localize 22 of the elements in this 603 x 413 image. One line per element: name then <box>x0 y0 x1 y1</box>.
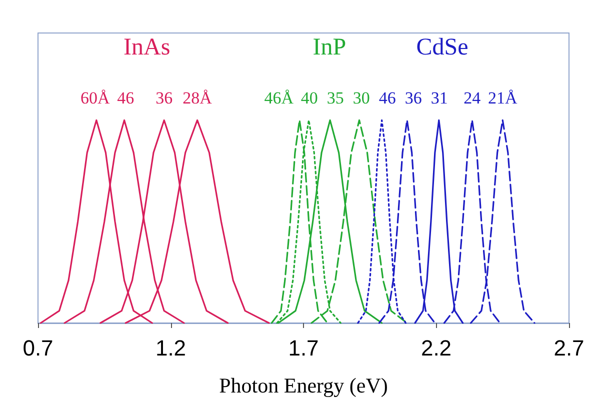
series-label: 35 <box>326 88 344 108</box>
series-label: 30 <box>352 88 370 108</box>
series-label: 21Å <box>488 88 518 108</box>
x-tick-label: 1.2 <box>155 336 186 360</box>
series-label: 46 <box>117 88 134 108</box>
series-label: 28Å <box>182 88 213 108</box>
series-label: 31 <box>430 88 448 108</box>
x-tick-label: 0.7 <box>22 336 54 360</box>
text: InP <box>312 34 346 60</box>
series-label: 24 <box>464 88 482 108</box>
x-tick-label: 2.2 <box>420 336 452 360</box>
series-label: 40 <box>300 88 318 108</box>
series-label: 60Å <box>80 88 110 108</box>
series-label: 36 <box>404 88 422 108</box>
text: InAs <box>124 34 170 60</box>
x-tick-label: 1.7 <box>288 336 319 360</box>
text: CdSe <box>416 34 468 60</box>
x-axis-title: Photon Energy (eV) <box>219 374 388 398</box>
series-label: 46Å <box>264 88 294 108</box>
x-tick-label: 2.7 <box>554 336 584 360</box>
series-label: 36 <box>156 88 173 108</box>
series-label: 46 <box>378 88 396 108</box>
